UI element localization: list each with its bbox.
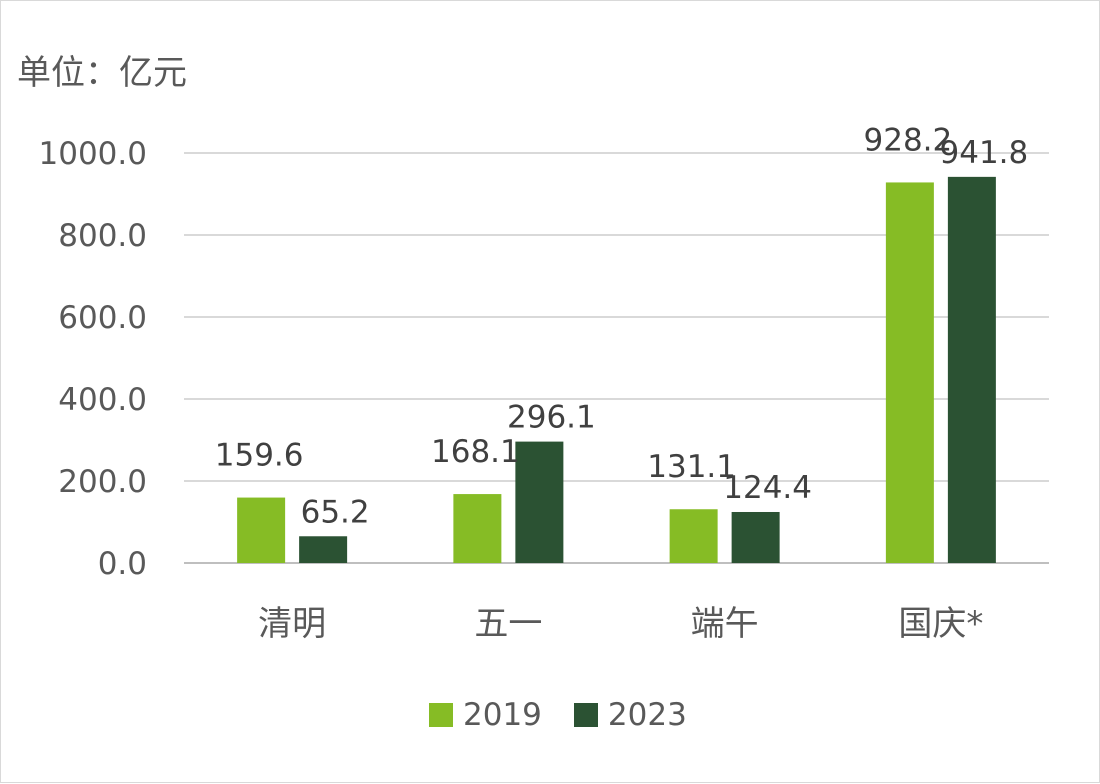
bar-2019-1 <box>453 494 502 563</box>
data-label-2023-3: 941.8 <box>940 135 1029 171</box>
x-category-label: 五一 <box>474 604 542 644</box>
bar-2019-2 <box>669 509 718 563</box>
y-tick-label: 600.0 <box>58 300 147 336</box>
y-tick-label: 400.0 <box>58 382 147 418</box>
legend-swatch-2023 <box>573 703 598 727</box>
data-label-2023-2: 124.4 <box>723 470 812 506</box>
y-tick-label: 0.0 <box>98 546 147 582</box>
bar-2023-3 <box>947 176 996 563</box>
legend-swatch-2019 <box>429 703 453 727</box>
bars <box>237 176 996 564</box>
x-category-label: 清明 <box>258 604 326 644</box>
y-axis-ticks: 0.0 200.0 400.0 600.0 800.0 1000.0 <box>39 136 147 582</box>
y-tick-label: 200.0 <box>58 464 147 500</box>
legend-item-2019: 2019 <box>429 697 542 733</box>
legend-label-2019: 2019 <box>463 697 542 733</box>
x-axis-labels: 清明 五一 端午 国庆* <box>258 604 983 644</box>
legend: 2019 2023 <box>429 693 687 737</box>
x-category-label: 端午 <box>691 604 759 644</box>
unit-label: 单位：亿元 <box>17 53 187 93</box>
x-category-label: 国庆* <box>898 604 983 644</box>
y-tick-label: 800.0 <box>58 218 147 254</box>
legend-item-2023: 2023 <box>573 697 687 733</box>
data-label-2019-2: 131.1 <box>647 449 736 485</box>
bar-2023-1 <box>515 441 564 563</box>
data-label-2023-1: 296.1 <box>507 400 596 436</box>
bar-2023-0 <box>299 536 348 563</box>
legend-label-2023: 2023 <box>607 697 687 733</box>
data-label-2019-0: 159.6 <box>215 438 304 474</box>
bar-2023-2 <box>731 511 780 563</box>
data-label-2023-0: 65.2 <box>301 494 370 530</box>
bar-2019-3 <box>885 182 934 564</box>
data-label-2019-1: 168.1 <box>431 434 520 470</box>
data-label-2019-3: 928.2 <box>864 122 953 158</box>
y-tick-label: 1000.0 <box>39 136 147 172</box>
bar-2019-0 <box>237 497 286 563</box>
